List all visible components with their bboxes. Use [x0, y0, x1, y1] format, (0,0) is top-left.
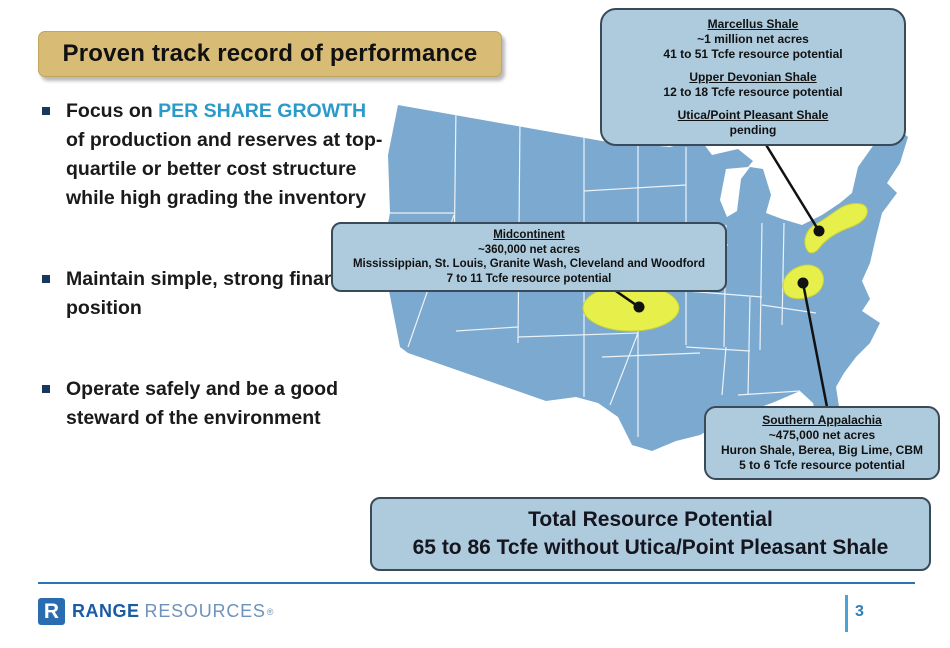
bullet-item: Maintain simple, strong financial positi…: [40, 265, 385, 323]
company-logo: R RANGE RESOURCES ®: [38, 598, 273, 625]
bullet-text-highlight: PER SHARE GROWTH: [158, 100, 367, 122]
bullet-item: Operate safely and be a good steward of …: [40, 375, 385, 433]
brand-name-secondary: RESOURCES: [144, 601, 266, 621]
page-number: 3: [855, 603, 864, 620]
bullet-list: Focus on PER SHARE GROWTH of production …: [40, 97, 385, 485]
total-resource-line1: Total Resource Potential: [528, 508, 773, 531]
footer-divider: [38, 582, 915, 584]
registered-trademark-icon: ®: [266, 606, 274, 617]
bullet-text-suffix: of production and reserves at top-quarti…: [66, 129, 383, 209]
callout-line: ~475,000 net acres: [768, 428, 876, 442]
callout-heading: Marcellus Shale: [707, 17, 799, 31]
callout-heading: Upper Devonian Shale: [689, 70, 817, 84]
callout-line: Mississippian, St. Louis, Granite Wash, …: [352, 258, 706, 270]
bullet-item: Focus on PER SHARE GROWTH of production …: [40, 97, 385, 213]
bullet-text-prefix: Focus on: [66, 100, 159, 122]
connector-line-marcellus: [758, 134, 821, 232]
callout-heading: Southern Appalachia: [762, 413, 882, 427]
callout-southern-appalachia: Southern Appalachia ~475,000 net acres H…: [704, 406, 940, 480]
callout-heading: Utica/Point Pleasant Shale: [677, 108, 829, 122]
callout-line: Huron Shale, Berea, Big Lime, CBM: [720, 443, 924, 457]
callout-line: 5 to 6 Tcfe resource potential: [739, 458, 905, 472]
bullet-text: Operate safely and be a good steward of …: [66, 378, 338, 429]
total-resource-box: Total Resource Potential 65 to 86 Tcfe w…: [370, 497, 931, 571]
callout-line: ~1 million net acres: [697, 32, 809, 46]
map-marker-dot-midcontinent: [633, 301, 645, 313]
bullet-square-icon: [42, 385, 50, 393]
slide-title-box: Proven track record of performance: [38, 31, 502, 77]
slide-title: Proven track record of performance: [62, 40, 478, 67]
callout-line: 7 to 11 Tcfe resource potential: [446, 272, 612, 285]
callout-line: 12 to 18 Tcfe resource potential: [663, 85, 843, 99]
callout-marcellus: Marcellus Shale ~1 million net acres 41 …: [600, 8, 906, 146]
bullet-square-icon: [42, 107, 50, 115]
brand-name-primary: RANGE: [72, 601, 140, 621]
page-number-divider: [845, 595, 848, 632]
total-resource-line2: 65 to 86 Tcfe without Utica/Point Pleasa…: [412, 536, 889, 559]
callout-line: 41 to 51 Tcfe resource potential: [663, 47, 843, 61]
callout-heading: Midcontinent: [493, 229, 565, 241]
connector-line-southern-appalachia: [801, 282, 829, 408]
callout-section: Upper Devonian Shale 12 to 18 Tcfe resou…: [608, 70, 898, 100]
map-marker-dot-southern-appalachia: [797, 277, 809, 289]
range-logo-icon: R: [38, 598, 65, 625]
bullet-square-icon: [42, 275, 50, 283]
callout-section: Utica/Point Pleasant Shale pending: [608, 108, 898, 138]
map-marker-dot-marcellus: [813, 225, 825, 237]
bullet-text: Focus on PER SHARE GROWTH of production …: [66, 97, 385, 213]
callout-line: pending: [729, 123, 777, 137]
bullet-text: Maintain simple, strong financial positi…: [66, 268, 369, 319]
callout-line: ~360,000 net acres: [478, 243, 580, 256]
callout-section: Marcellus Shale ~1 million net acres 41 …: [608, 17, 898, 62]
callout-midcontinent: Midcontinent ~360,000 net acres Mississi…: [331, 222, 727, 292]
